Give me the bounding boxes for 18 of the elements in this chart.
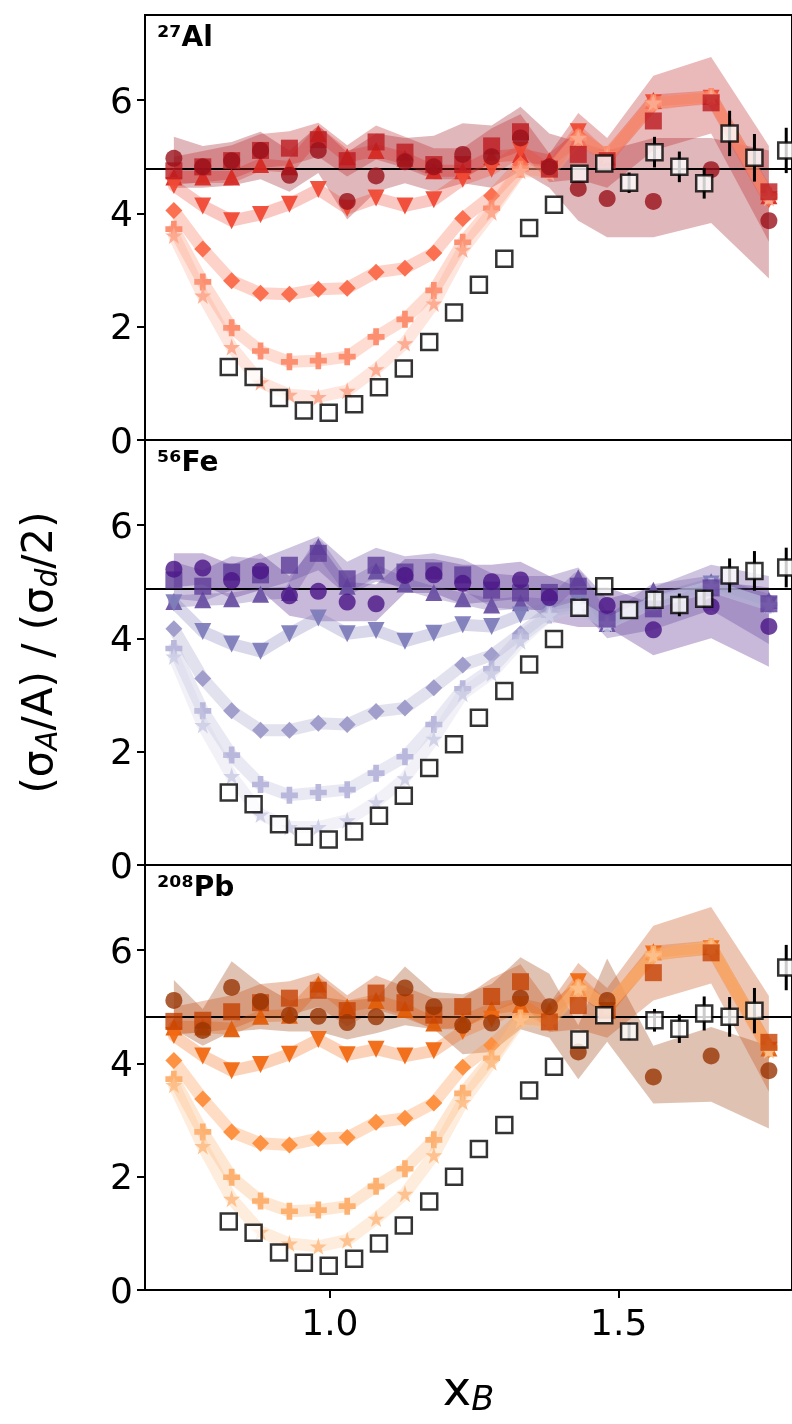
y-tick-label: 0 xyxy=(110,844,133,886)
y-tick-label: 2 xyxy=(110,306,133,348)
y-tick-label: 0 xyxy=(110,419,133,461)
annotation: ⁵⁶Fe xyxy=(157,444,219,478)
annotation: ²⁷Al xyxy=(157,19,213,53)
y-axis-title: (σA/A) / (σd/2) xyxy=(12,511,64,794)
y-tick-label: 2 xyxy=(110,1156,133,1198)
y-tick-label: 4 xyxy=(110,1042,133,1084)
y-tick-label: 4 xyxy=(110,617,133,659)
y-tick-label: 6 xyxy=(110,929,133,971)
y-tick-label: 2 xyxy=(110,731,133,773)
x-tick-label: 1.0 xyxy=(301,1301,359,1343)
y-tick-label: 4 xyxy=(110,192,133,234)
y-tick-label: 6 xyxy=(110,79,133,121)
y-tick-label: 0 xyxy=(110,1269,133,1311)
y-tick-label: 6 xyxy=(110,504,133,546)
annotation: ²⁰⁸Pb xyxy=(157,869,235,903)
x-tick-label: 1.5 xyxy=(590,1301,648,1343)
